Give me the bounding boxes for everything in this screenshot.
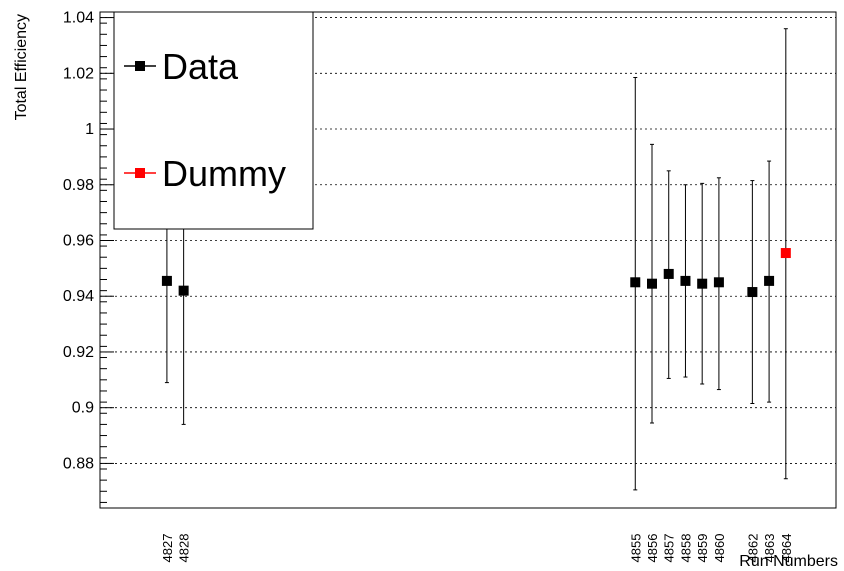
data-point-marker — [647, 278, 657, 289]
y-tick-label: 1 — [85, 121, 94, 138]
x-tick-label: 4828 — [177, 534, 192, 563]
legend-dummy-label: Dummy — [162, 153, 286, 194]
data-point-marker — [178, 285, 189, 296]
data-point-marker — [680, 275, 691, 286]
legend-box — [113, 11, 314, 230]
legend: Data Dummy — [113, 11, 314, 230]
data-point-marker — [747, 287, 758, 298]
x-tick-label: 4827 — [160, 534, 175, 563]
legend-data-marker — [135, 61, 145, 71]
data-point-marker — [780, 248, 791, 259]
x-tick-label: 4856 — [645, 534, 660, 563]
x-tick-label: 4859 — [695, 534, 710, 563]
y-tick-label: 0.88 — [63, 455, 94, 472]
x-axis: 4827 4828 4855 4856 4857 4858 4859 4860 4862 4863… — [160, 534, 794, 563]
x-tick-label: 4860 — [712, 534, 727, 563]
data-point-marker — [697, 278, 708, 289]
data-point-marker — [713, 277, 724, 288]
y-tick-label: 0.98 — [63, 177, 94, 194]
y-tick-label: 0.9 — [72, 400, 94, 417]
y-tick-label: 0.92 — [63, 344, 94, 361]
legend-dummy-marker — [135, 168, 145, 178]
data-point-marker — [630, 277, 641, 288]
x-tick-label: 4863 — [762, 534, 777, 563]
x-tick-label: 4857 — [662, 534, 677, 563]
y-axis: 0.88 0.9 0.92 0.94 0.96 0.98 1 1.02 1.04 — [63, 10, 114, 503]
y-axis-title: Total Efficiency — [13, 14, 30, 120]
x-tick-label: 4862 — [745, 534, 760, 563]
y-tick-label: 1.02 — [63, 65, 94, 82]
x-tick-label: 4864 — [779, 534, 794, 563]
x-axis-title: Run Numbers — [739, 553, 838, 570]
data-point-marker — [161, 275, 172, 286]
y-tick-label: 0.94 — [63, 288, 94, 305]
y-tick-label: 0.96 — [63, 232, 94, 249]
y-tick-label: 1.04 — [63, 10, 94, 27]
data-point-marker — [764, 275, 775, 286]
data-point-marker — [663, 268, 674, 279]
x-tick-label: 4855 — [628, 534, 643, 563]
legend-data-label: Data — [162, 46, 239, 87]
x-tick-label: 4858 — [678, 534, 693, 563]
